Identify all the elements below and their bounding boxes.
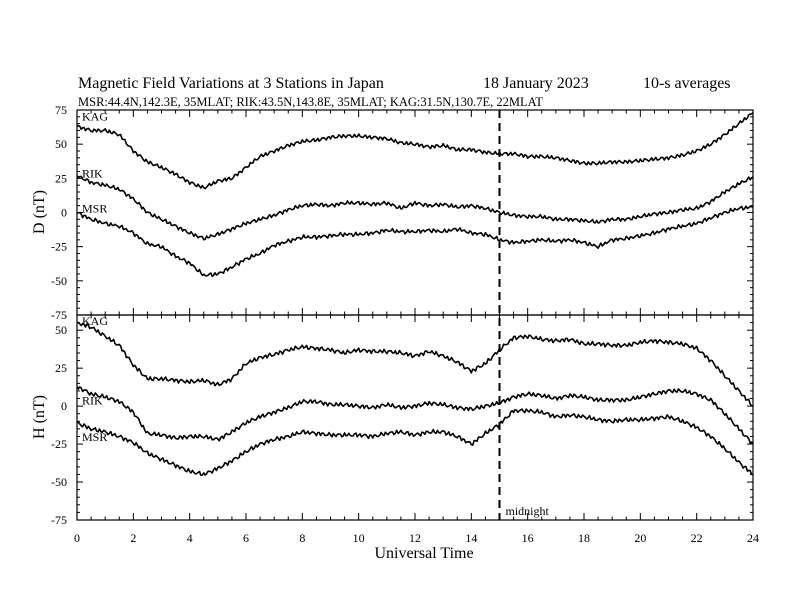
h-trace-kag [77,321,754,407]
x-tick-label: 24 [747,531,759,545]
x-tick-label: 14 [465,531,477,545]
h-ytick-label: -25 [51,437,67,451]
h-axis-label: H (nT) [31,395,48,439]
h-panel-ticks: 50 25 0 -25 -50 -75 [51,314,754,527]
x-tick-label: 12 [409,531,421,545]
d-ytick-label: 75 [55,103,67,117]
x-tick-labels: 0 2 4 6 8 10 12 14 16 18 20 22 24 [74,531,759,545]
h-series-label-msr: MSR [82,430,107,444]
x-axis-label: Universal Time [374,545,473,562]
midnight-label: midnight [506,504,550,518]
x-tick-label: 16 [522,531,534,545]
h-panel-traces [76,321,754,477]
x-tick-label: 6 [243,531,249,545]
d-ytick-label: -50 [51,274,67,288]
x-tick-label: 0 [74,531,80,545]
x-tick-label: 18 [578,531,590,545]
h-trace-rik [76,386,754,445]
x-tick-label: 22 [691,531,703,545]
h-ytick-label: 25 [55,361,67,375]
h-trace-msr [76,408,753,477]
x-tick-label: 4 [187,531,193,545]
h-series-label-rik: RIK [82,393,103,407]
d-panel-frame [76,109,754,316]
d-ytick-label: 0 [61,206,67,220]
x-tick-label: 10 [353,531,365,545]
h-ytick-label: 0 [61,399,67,413]
h-panel-series-labels: KAG RIK MSR [82,314,108,444]
d-panel-traces [76,112,754,278]
d-series-label-rik: RIK [82,167,103,181]
d-series-label-msr: MSR [82,202,107,216]
chart-title: Magnetic Field Variations at 3 Stations … [78,75,384,92]
d-component-panel: 75 50 25 0 -25 -50 -75 KAG RIK MSR D (nT) [31,103,754,322]
h-ytick-label: -75 [51,513,67,527]
h-series-label-kag: KAG [82,314,108,328]
d-panel-ticks: 75 50 25 0 -25 -50 -75 [51,103,754,322]
h-ytick-label: -50 [51,475,67,489]
d-ytick-label: -25 [51,240,67,254]
x-tick-label: 8 [299,531,305,545]
d-ytick-label: 25 [55,171,67,185]
x-tick-label: 20 [634,531,646,545]
d-ytick-label: 50 [55,137,67,151]
averaging-label: 10-s averages [643,75,731,92]
d-trace-kag [76,112,754,190]
d-ytick-label: -75 [51,308,67,322]
d-trace-rik [76,175,754,241]
d-axis-label: D (nT) [31,190,48,234]
d-trace-msr [76,205,754,278]
h-component-panel: 50 25 0 -25 -50 -75 KAG RIK MSR H (nT) [31,314,754,527]
d-panel-series-labels: KAG RIK MSR [82,109,108,215]
x-tick-label: 2 [130,531,136,545]
stations-subtitle: MSR:44.4N,142.3E, 35MLAT; RIK:43.5N,143.… [78,95,543,109]
d-series-label-kag: KAG [82,109,108,123]
chart-date: 18 January 2023 [483,75,589,92]
h-ytick-label: 50 [55,323,67,337]
